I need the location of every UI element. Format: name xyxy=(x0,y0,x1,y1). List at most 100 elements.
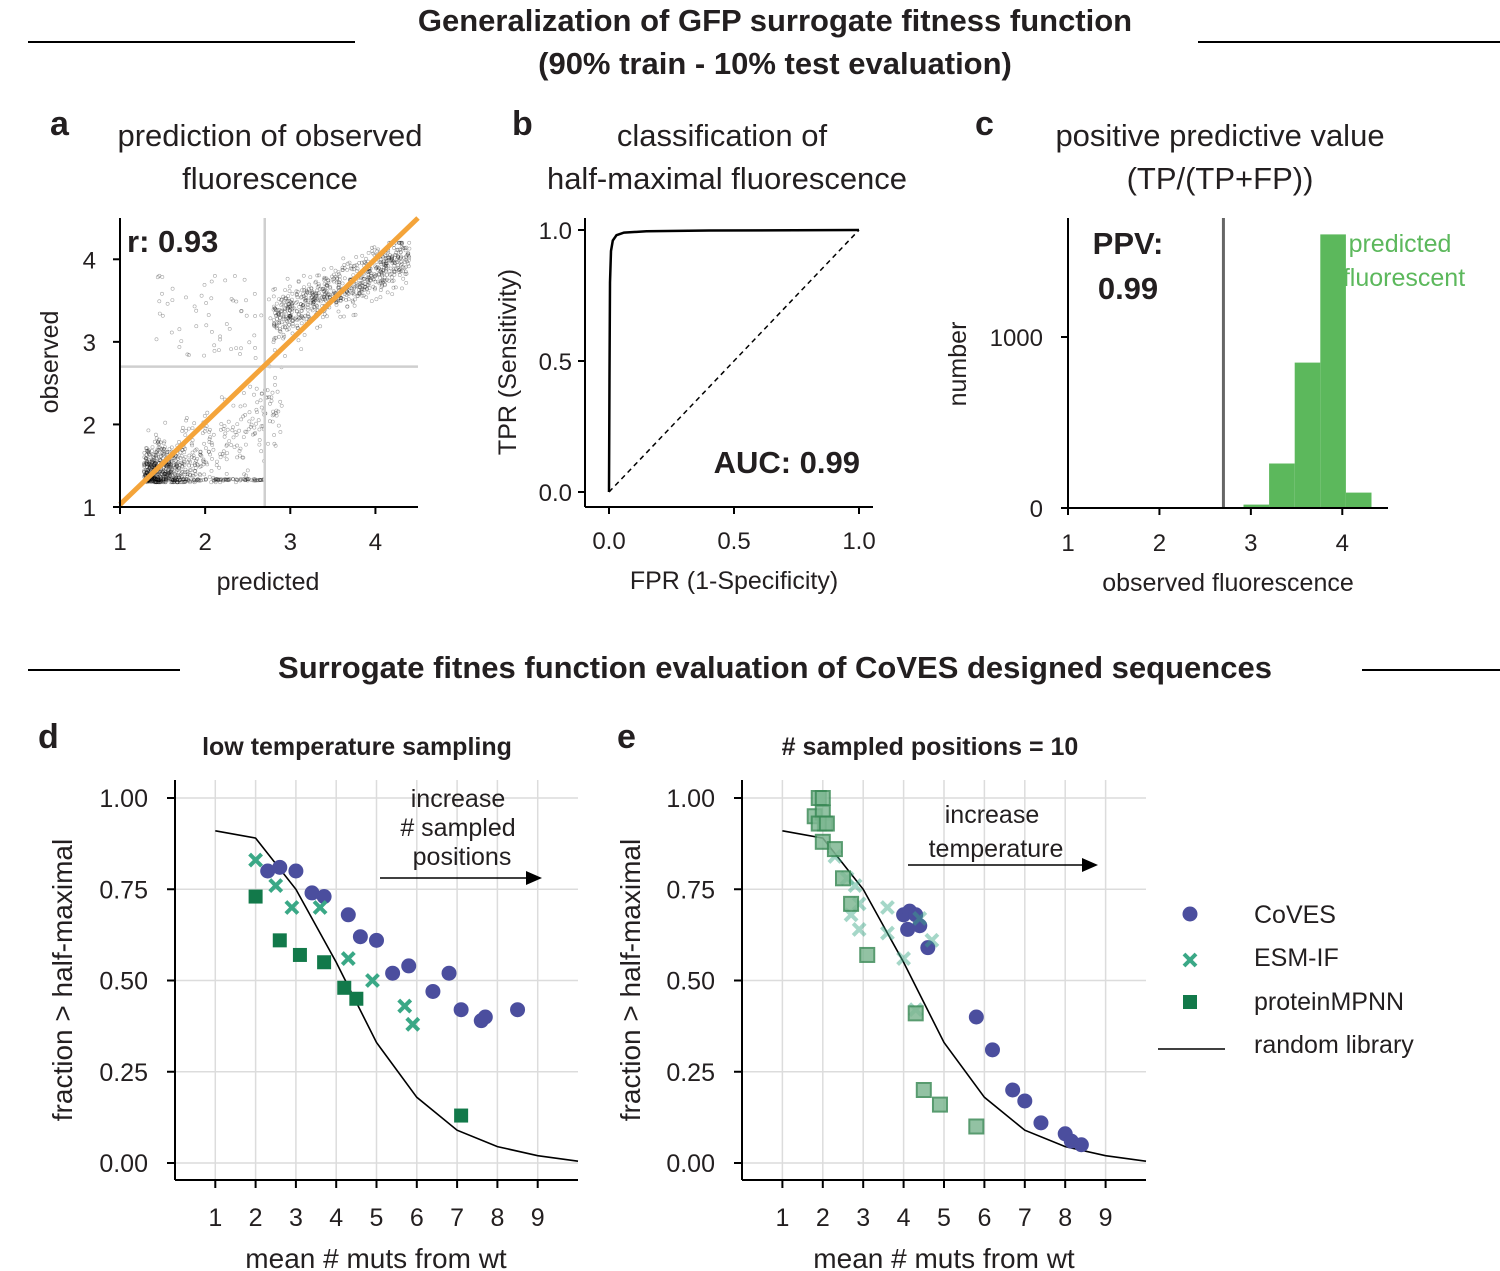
scatter-point xyxy=(359,281,364,286)
scatter-point xyxy=(277,311,281,316)
scatter-point xyxy=(153,475,158,480)
scatter-point xyxy=(310,295,315,300)
scatter-point xyxy=(182,450,187,455)
scatter-point xyxy=(338,296,343,301)
scatter-point xyxy=(318,293,322,298)
scatter-point xyxy=(170,286,175,291)
scatter-point xyxy=(222,424,227,428)
scatter-point xyxy=(277,321,282,326)
scatter-point xyxy=(274,307,279,312)
scatter-point xyxy=(308,295,313,300)
y-tick-label: 1 xyxy=(83,495,96,522)
scatter-point xyxy=(156,440,160,444)
scatter-point xyxy=(360,276,365,281)
scatter-point xyxy=(214,477,219,482)
scatter-point xyxy=(285,299,290,304)
scatter-point xyxy=(304,289,309,294)
scatter-point xyxy=(144,461,149,466)
scatter-point xyxy=(175,464,180,469)
scatter-point xyxy=(341,256,346,261)
scatter-point xyxy=(315,273,320,278)
scatter-point xyxy=(338,314,343,319)
scatter-point xyxy=(378,275,382,280)
scatter-point xyxy=(160,313,165,318)
scatter-point xyxy=(276,312,281,317)
scatter-point xyxy=(381,259,386,264)
scatter-point xyxy=(154,453,159,457)
scatter-point xyxy=(209,296,214,301)
scatter-point xyxy=(182,459,186,464)
scatter-point xyxy=(369,299,374,304)
scatter-point xyxy=(267,419,272,424)
scatter-point xyxy=(357,281,362,285)
scatter-point xyxy=(164,471,169,476)
scatter-point xyxy=(237,449,242,453)
scatter-point xyxy=(395,265,400,270)
proteinmpnn-point xyxy=(907,1005,924,1022)
scatter-point xyxy=(299,308,304,313)
scatter-point xyxy=(350,267,355,272)
scatter-point xyxy=(259,313,264,318)
scatter-point xyxy=(269,395,274,400)
scatter-point xyxy=(169,330,174,335)
scatter-point xyxy=(311,300,316,305)
scatter-point xyxy=(170,472,174,477)
scatter-point xyxy=(371,251,376,256)
scatter-point xyxy=(180,469,184,474)
scatter-point xyxy=(287,284,292,289)
scatter-point xyxy=(171,460,176,465)
scatter-point xyxy=(201,477,206,482)
scatter-point xyxy=(400,269,405,274)
scatter-point xyxy=(334,300,339,305)
scatter-point xyxy=(235,477,239,482)
scatter-point xyxy=(161,465,166,470)
scatter-point xyxy=(161,448,166,453)
scatter-point xyxy=(382,263,387,268)
scatter-point xyxy=(271,304,276,309)
panel-e-points xyxy=(806,790,1089,1153)
scatter-point xyxy=(151,456,156,460)
scatter-point xyxy=(297,312,302,317)
scatter-point xyxy=(321,289,326,294)
scatter-point xyxy=(193,463,198,467)
scatter-point xyxy=(279,297,284,302)
scatter-point xyxy=(208,452,213,457)
scatter-point xyxy=(293,316,298,321)
scatter-point xyxy=(392,263,397,268)
scatter-point xyxy=(171,478,176,483)
scatter-point xyxy=(378,279,383,284)
scatter-point xyxy=(161,470,166,475)
scatter-point xyxy=(366,275,371,280)
coves-point xyxy=(477,1009,493,1025)
scatter-point xyxy=(238,446,243,451)
y-tick-label: 3 xyxy=(83,330,96,357)
scatter-point xyxy=(346,291,350,296)
scatter-point xyxy=(279,303,284,308)
top-header-line1: Generalization of GFP surrogate fitness … xyxy=(418,3,1132,38)
top-header-line2: (90% train - 10% test evaluation) xyxy=(538,46,1012,81)
scatter-point xyxy=(227,439,232,444)
scatter-point xyxy=(151,454,155,459)
scatter-point xyxy=(231,477,236,482)
scatter-point xyxy=(162,447,167,451)
scatter-point xyxy=(147,465,152,470)
scatter-point xyxy=(158,475,163,480)
scatter-point xyxy=(399,240,404,245)
scatter-point xyxy=(322,312,327,317)
y-tick-label: 0.0 xyxy=(539,480,572,507)
scatter-point xyxy=(253,431,258,435)
scatter-point xyxy=(367,281,372,286)
scatter-point xyxy=(342,292,347,297)
scatter-point xyxy=(162,471,167,476)
scatter-point xyxy=(159,454,164,459)
scatter-point xyxy=(272,433,277,437)
scatter-point xyxy=(309,286,314,291)
scatter-point xyxy=(232,274,237,278)
scatter-point xyxy=(276,409,281,414)
scatter-point xyxy=(173,474,178,478)
proteinmpnn-point xyxy=(272,933,287,948)
scatter-point xyxy=(396,240,401,245)
scatter-point xyxy=(156,480,161,485)
scatter-point xyxy=(245,477,250,482)
scatter-point xyxy=(342,262,347,267)
